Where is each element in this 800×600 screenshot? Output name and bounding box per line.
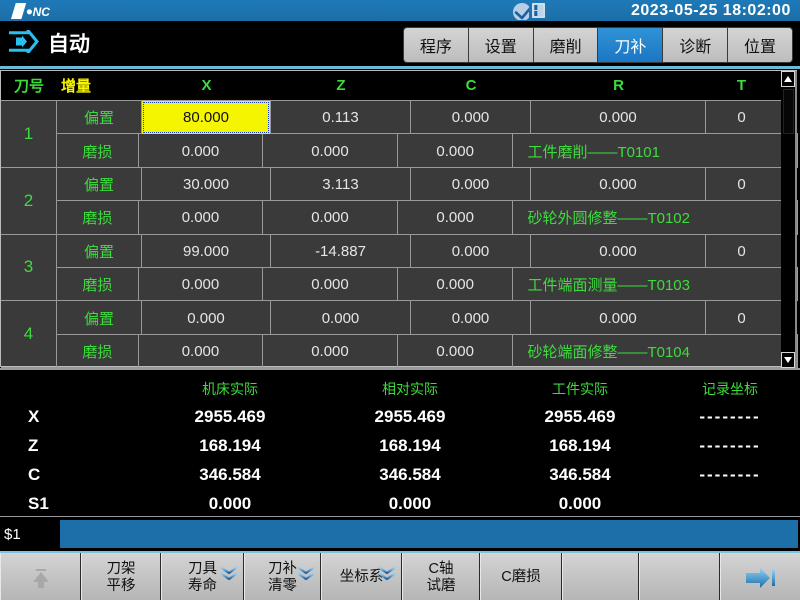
svg-text:NC: NC	[33, 4, 51, 18]
